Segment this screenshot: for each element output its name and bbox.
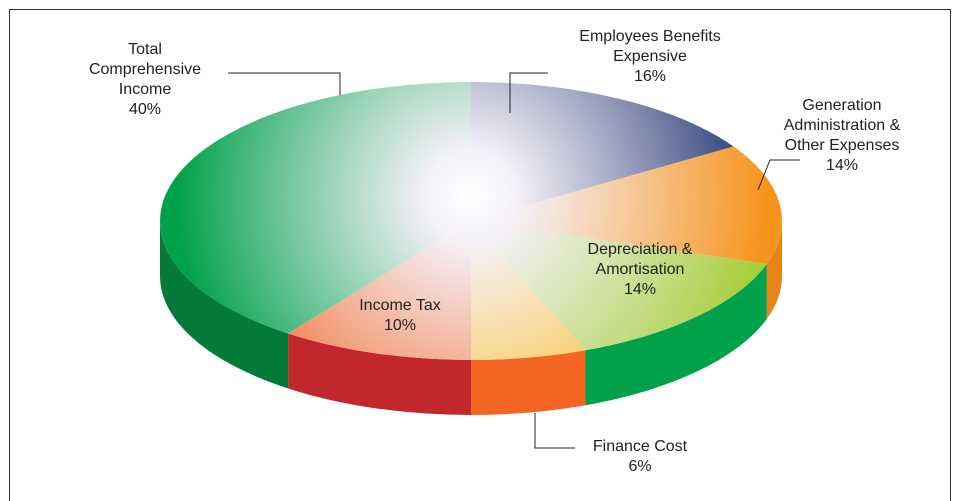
- chart-frame: [9, 9, 951, 501]
- pie-slice: [471, 221, 586, 360]
- slice-label: Finance Cost 6%: [575, 437, 705, 477]
- leader-line: [228, 72, 341, 95]
- category-label: Depreciation & Amortisation: [587, 241, 693, 278]
- pie-side: [585, 263, 767, 406]
- pie-slice: [288, 221, 471, 360]
- category-label: Total Comprehensive Income: [88, 41, 202, 98]
- pie-side: [288, 333, 471, 415]
- slice-label: Total Comprehensive Income 40%: [78, 40, 213, 120]
- slice-label: Depreciation & Amortisation 14%: [560, 240, 720, 300]
- category-label: Finance Cost: [592, 438, 688, 455]
- value-label: 16%: [633, 68, 667, 85]
- pie-slice: [160, 82, 471, 334]
- pie-slice: [471, 221, 767, 351]
- leader-line: [509, 72, 548, 113]
- leader-line: [757, 159, 800, 191]
- leader-line: [534, 413, 575, 449]
- pie-side: [471, 350, 586, 416]
- value-label: 10%: [383, 317, 417, 334]
- pie-side: [766, 221, 782, 319]
- slice-label: Generation Administration & Other Expens…: [777, 96, 907, 176]
- category-label: Employees Benefits Expensive: [579, 28, 721, 65]
- value-label: 14%: [623, 281, 657, 298]
- slice-label: Employees Benefits Expensive 16%: [550, 27, 750, 87]
- value-label: 6%: [628, 458, 652, 475]
- category-label: Income Tax: [359, 297, 441, 314]
- slice-label: Income Tax 10%: [340, 296, 460, 336]
- pie-side: [160, 221, 289, 389]
- value-label: 40%: [128, 101, 162, 118]
- pie-slice: [471, 82, 734, 221]
- value-label: 14%: [825, 157, 859, 174]
- pie-slice: [471, 146, 782, 264]
- category-label: Generation Administration & Other Expens…: [783, 97, 901, 154]
